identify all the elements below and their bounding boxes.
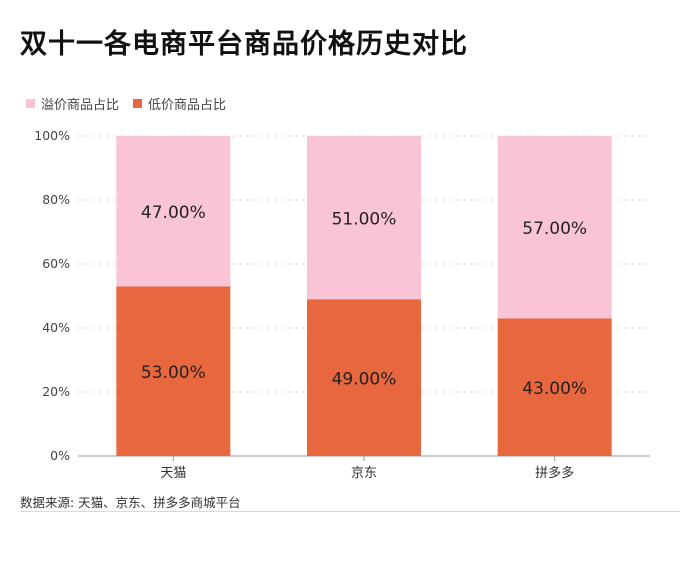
legend-item-low: 低价商品占比 xyxy=(133,94,226,113)
bar-segment-premium xyxy=(116,136,231,287)
legend-swatch-low xyxy=(133,99,143,108)
legend-label-low: 低价商品占比 xyxy=(148,98,227,113)
legend-item-premium: 溢价商品占比 xyxy=(26,94,119,113)
legend-label-premium: 溢价商品占比 xyxy=(41,98,120,113)
x-tick-label: 天猫 xyxy=(160,466,186,481)
data-label: 53.00% xyxy=(141,363,206,383)
x-axis-ticks: 天猫 京东 拼多多 xyxy=(160,456,574,481)
y-tick-label: 0% xyxy=(50,448,70,463)
bars: 53.00% 47.00% 49.00% 51.00% 43.00% 57.00% xyxy=(116,136,612,456)
data-label: 47.00% xyxy=(141,203,206,223)
x-tick-label: 京东 xyxy=(351,466,377,481)
x-tick-label: 拼多多 xyxy=(535,465,574,481)
y-tick-label: 20% xyxy=(42,384,70,399)
y-tick-label: 100% xyxy=(34,128,70,143)
y-tick-label: 80% xyxy=(42,192,70,207)
bottom-divider xyxy=(20,511,680,512)
chart-title: 双十一各电商平台商品价格历史对比 xyxy=(20,29,468,60)
y-axis-ticks: 0% 20% 40% 60% 80% 100% xyxy=(34,128,70,463)
y-tick-label: 40% xyxy=(42,320,70,335)
bar-segment-low xyxy=(307,299,421,456)
bar-segment-low xyxy=(116,286,231,456)
data-label: 57.00% xyxy=(522,219,587,239)
bar-segment-premium xyxy=(497,136,612,319)
y-tick-label: 60% xyxy=(42,256,70,271)
legend-swatch-premium xyxy=(26,99,35,108)
legend: 溢价商品占比 低价商品占比 xyxy=(26,94,226,113)
data-label: 43.00% xyxy=(522,379,587,399)
data-source: 数据来源: 天猫、京东、拼多多商城平台 xyxy=(20,495,241,510)
data-label: 49.00% xyxy=(332,370,397,390)
bar-segment-low xyxy=(497,318,612,456)
data-label: 51.00% xyxy=(332,210,397,230)
bar-segment-premium xyxy=(307,136,421,300)
